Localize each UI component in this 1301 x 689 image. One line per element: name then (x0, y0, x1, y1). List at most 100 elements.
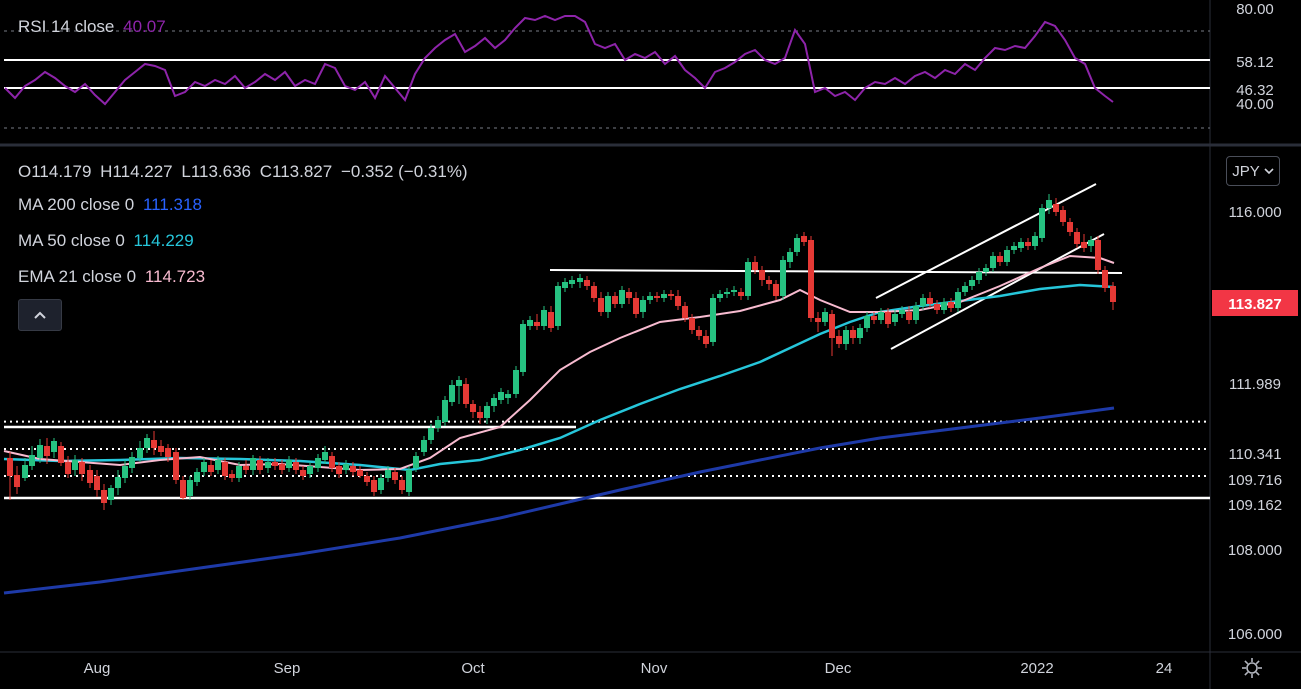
candle-body (498, 392, 504, 400)
candle-body (689, 318, 695, 330)
candle-body (122, 466, 128, 478)
ohlc-change: −0.352 (−0.31%) (340, 162, 468, 181)
candle-body (948, 302, 954, 308)
candle-body (257, 460, 263, 470)
level-label-bg (1212, 468, 1298, 492)
candle-body (990, 256, 996, 268)
candle-body (151, 440, 157, 448)
candle-body (871, 316, 877, 320)
ma200-value: 111.318 (142, 195, 202, 214)
candle-body (449, 385, 455, 402)
chevron-up-icon (34, 311, 46, 319)
candle-body (745, 262, 751, 296)
currency-button[interactable]: JPY (1226, 156, 1280, 186)
candle-body (1102, 270, 1108, 288)
candle-body (350, 466, 356, 472)
settings-gear-icon[interactable] (1240, 656, 1264, 680)
candle-body (682, 306, 688, 318)
candle-body (293, 462, 299, 470)
candle-body (555, 286, 561, 326)
rsi-level-label: 46.32 (1236, 82, 1274, 99)
candle-body (1011, 246, 1017, 250)
candle-body (829, 314, 835, 338)
candle-body (44, 446, 50, 456)
candle-body (976, 272, 982, 280)
candle-body (1039, 208, 1045, 238)
candle-body (619, 290, 625, 304)
rsi-level-label: 58.12 (1236, 54, 1274, 71)
price-axis-label: 108.000 (1228, 542, 1282, 559)
candle-body (878, 312, 884, 320)
candle-body (7, 458, 13, 476)
candle-body (717, 294, 723, 298)
candle-body (29, 455, 35, 466)
ohlc-close: C113.827 (259, 162, 333, 181)
candle-body (265, 462, 271, 468)
candle-body (766, 280, 772, 284)
candle-body (456, 380, 462, 386)
ohlc-legend: O114.179 H114.227 L113.636 C113.827 −0.3… (18, 162, 472, 182)
candle-body (357, 470, 363, 476)
ma50-name: MA 50 close 0 (18, 231, 125, 250)
candle-body (794, 238, 800, 252)
candle-body (137, 448, 143, 458)
candle-body (955, 292, 961, 308)
candle-body (79, 462, 85, 474)
candle-body (626, 292, 632, 298)
candle-body (87, 470, 93, 483)
candle-body (808, 240, 814, 318)
candle-body (187, 480, 193, 496)
candle-body (997, 256, 1003, 262)
candle-body (364, 476, 370, 482)
candle-body (850, 330, 856, 338)
candle-body (158, 446, 164, 452)
candle-body (927, 298, 933, 304)
candle-body (857, 328, 863, 338)
candle-body (442, 400, 448, 422)
currency-label: JPY (1232, 162, 1260, 180)
candle-body (428, 428, 434, 440)
ema21-value: 114.723 (144, 267, 206, 286)
candle-body (836, 336, 842, 344)
candle-body (1067, 222, 1073, 232)
candle-body (1025, 242, 1031, 246)
candle-body (1060, 210, 1066, 222)
last-price-label: 113.827 (1228, 296, 1281, 313)
candle-body (329, 456, 335, 468)
candle-body (647, 296, 653, 300)
candle-body (94, 476, 100, 490)
last-price-badge (1212, 290, 1298, 316)
level-label-bg (1212, 442, 1298, 466)
candle-body (822, 312, 828, 322)
candle-body (72, 460, 78, 470)
candle-body (392, 472, 398, 480)
time-axis-label: Aug (84, 660, 111, 677)
rsi-legend-name: RSI 14 close (18, 17, 115, 36)
collapse-legend-button[interactable] (18, 299, 62, 331)
candle-body (1074, 232, 1080, 244)
candle-body (215, 460, 221, 470)
candle-body (279, 464, 285, 470)
candle-body (534, 322, 540, 326)
candle-body (435, 420, 441, 428)
candle-body (1046, 200, 1052, 208)
channel-lower (890, 233, 1105, 350)
ma200-legend: MA 200 close 0 111.318 (18, 195, 206, 215)
rsi-axis-label: 80.00 (1236, 1, 1274, 18)
candle-body (941, 302, 947, 310)
candle-body (640, 300, 646, 312)
candle-body (180, 480, 186, 498)
candle-body (300, 470, 306, 476)
price-level-label: 109.716 (1228, 472, 1282, 489)
candle-body (1053, 204, 1059, 212)
time-axis-label: Sep (274, 660, 301, 677)
candle-body (399, 480, 405, 490)
chevron-down-icon (1264, 168, 1274, 175)
candle-body (65, 462, 71, 474)
candle-body (201, 462, 207, 472)
candle-body (37, 445, 43, 458)
candle-body (577, 278, 583, 282)
candle-body (1004, 250, 1010, 262)
level-label-bg (1212, 372, 1298, 396)
